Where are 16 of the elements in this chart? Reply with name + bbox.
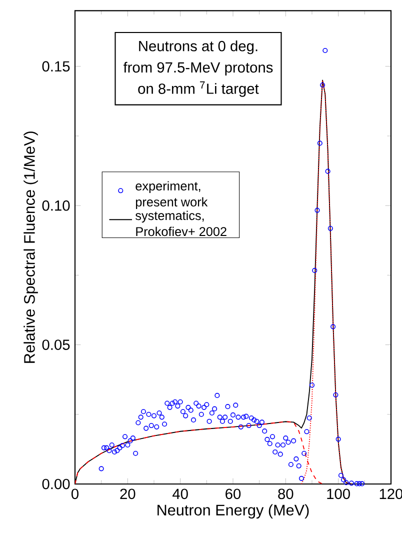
x-tick-label: 40 [172,488,188,500]
x-tick-label: 100 [327,488,350,500]
legend-label: systematics, Prokofiev+ 2002 [136,210,226,236]
annotation: from 97.5-MeV protons [123,62,273,76]
x-tick-label: 80 [278,488,294,500]
y-tick-label: 0.05 [42,340,70,350]
y-tick-label: 0.00 [42,478,70,490]
annotation: Neutrons at 0 deg. [139,40,258,54]
x-tick-label: 20 [120,488,136,500]
y-tick-label: 0.10 [42,200,70,211]
x-tick-label: 60 [226,488,241,500]
y-axis-title: Relative Spectral Fluence (1/MeV) [24,132,38,363]
annotation: on 8-mm $^{7}$Li target [138,81,259,97]
x-tick-label: 0 [71,488,78,500]
y-tick-label: 0.15 [42,61,70,72]
x-axis-title: Neutron Energy (MeV) [158,504,309,519]
